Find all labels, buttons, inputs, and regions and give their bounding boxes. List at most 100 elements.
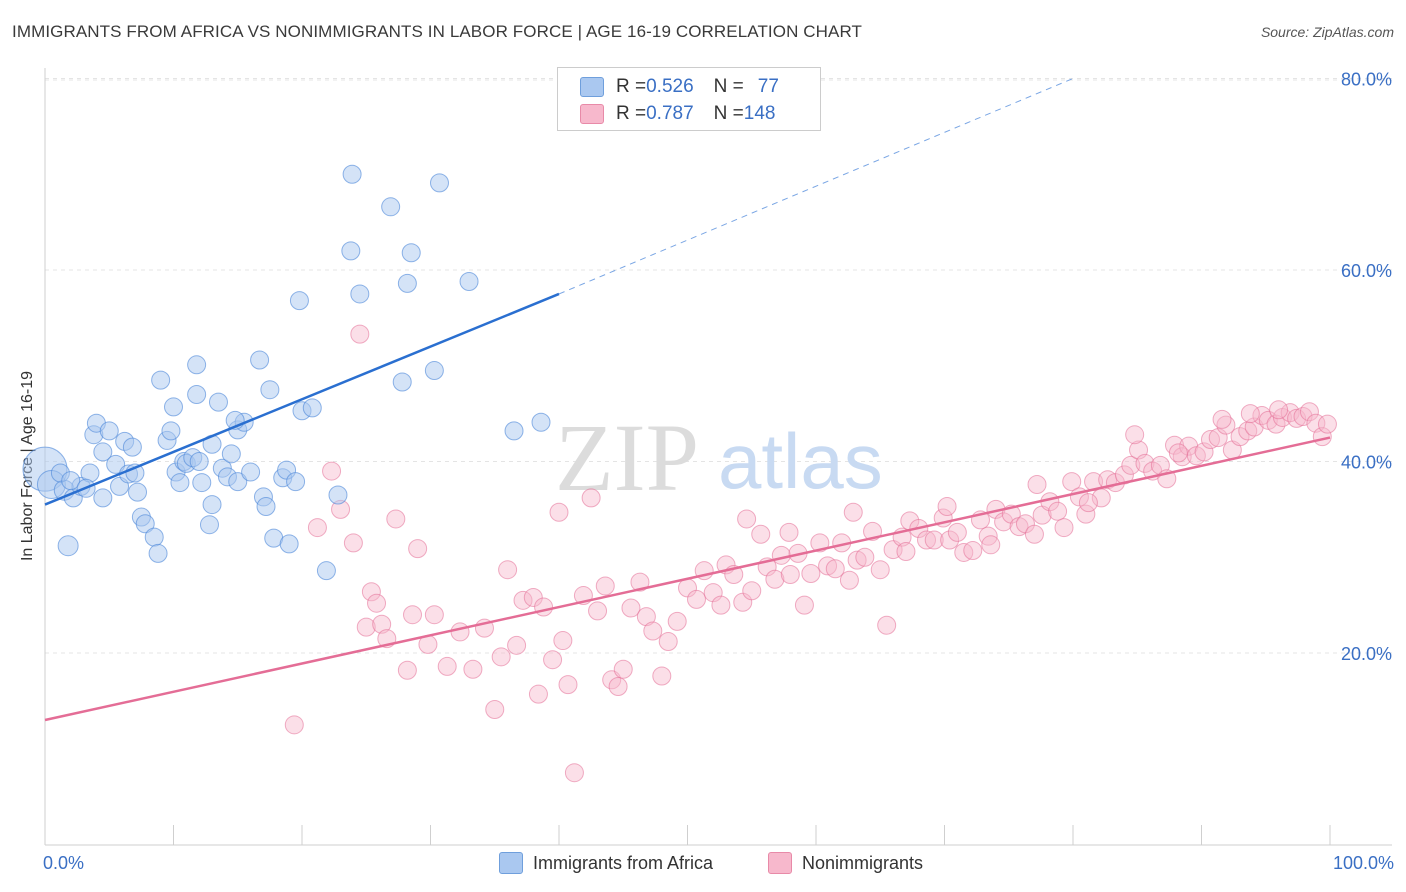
nonimmigrant-point: [779, 522, 799, 542]
nonimmigrant-point: [751, 524, 771, 544]
immigrant-point: [128, 482, 148, 502]
nonimmigrant-point: [350, 324, 370, 344]
nonimmigrant-point: [994, 512, 1014, 532]
legend-swatch-nonimmigrants: [768, 852, 792, 874]
immigrant-point: [341, 241, 361, 261]
immigrant-point: [256, 497, 276, 517]
nonimmigrant-point: [636, 607, 656, 627]
immigrant-point: [187, 384, 207, 404]
nonimmigrant-point: [981, 535, 1001, 555]
nonimmigrant-point: [549, 502, 569, 522]
immigrant-point: [57, 535, 79, 557]
stats-n-label: N =: [713, 76, 744, 97]
immigrant-point: [144, 527, 164, 547]
trend-lines: [44, 78, 1331, 722]
nonimmigrant-point: [843, 502, 863, 522]
x-tick-label-min: 0.0%: [43, 853, 85, 873]
nonimmigrant-point: [1240, 404, 1260, 424]
nonimmigrant-point: [686, 589, 706, 609]
nonimmigrant-point: [1027, 474, 1047, 494]
stats-r-label: R =: [616, 76, 647, 97]
nonimmigrant-point: [372, 614, 392, 634]
y-tick-label: 60.0%: [1341, 261, 1392, 281]
nonimmigrant-point: [652, 666, 672, 686]
immigrant-point: [202, 495, 222, 515]
nonimmigrant-point: [343, 533, 363, 553]
nonimmigrant-point: [1048, 501, 1068, 521]
y-tick-label: 20.0%: [1341, 644, 1392, 664]
chart-title: IMMIGRANTS FROM AFRICA VS NONIMMIGRANTS …: [12, 22, 863, 41]
stats-swatch-nonimmigrants: [580, 104, 604, 124]
nonimmigrant-point: [855, 547, 875, 567]
nonimmigrant-point: [742, 581, 762, 601]
nonimmigrant-point: [361, 582, 381, 602]
immigrant-point: [429, 173, 449, 193]
nonimmigrant-point: [711, 595, 731, 615]
nonimmigrant-point: [1062, 472, 1082, 492]
nonimmigrant-point: [1125, 425, 1145, 445]
nonimmigrant-point: [543, 650, 563, 670]
nonimmigrant-point: [553, 631, 573, 651]
legend-item-immigrants[interactable]: Immigrants from Africa: [499, 852, 713, 874]
nonimmigrant-point: [917, 530, 937, 550]
nonimmigrant-point: [507, 635, 527, 655]
stats-n-label: N =: [713, 103, 744, 124]
immigrant-point: [392, 372, 412, 392]
nonimmigrant-point: [780, 564, 800, 584]
immigrant-point: [135, 514, 155, 534]
nonimmigrant-point: [839, 570, 859, 590]
nonimmigrant-point: [1054, 518, 1074, 538]
nonimmigrants-points: [284, 324, 1337, 783]
nonimmigrant-point: [794, 595, 814, 615]
nonimmigrant-point: [581, 488, 601, 508]
nonimmigrants-trend-line: [44, 436, 1331, 722]
stats-r-label: R =: [616, 103, 647, 124]
nonimmigrant-point: [284, 715, 304, 735]
legend-item-nonimmigrants[interactable]: Nonimmigrants: [768, 852, 923, 874]
nonimmigrant-point: [896, 542, 916, 562]
legend-swatch-immigrants: [499, 852, 523, 874]
immigrant-point: [286, 472, 306, 492]
nonimmigrant-point: [1317, 414, 1337, 434]
immigrant-point: [199, 515, 219, 535]
nonimmigrant-point: [1216, 415, 1236, 435]
y-tick-label: 40.0%: [1341, 453, 1392, 473]
immigrant-point: [302, 398, 322, 418]
series-legend: Immigrants from Africa Nonimmigrants: [0, 852, 1406, 878]
nonimmigrant-point: [847, 550, 867, 570]
nonimmigrant-point: [1172, 447, 1192, 467]
nonimmigrant-point: [437, 656, 457, 676]
nonimmigrant-point: [498, 560, 518, 580]
nonimmigrant-point: [737, 509, 757, 529]
immigrants-points: [22, 164, 551, 581]
x-tick-label-max: 100.0%: [1332, 853, 1394, 873]
nonimmigrant-point: [630, 572, 650, 592]
immigrant-point: [342, 164, 362, 184]
immigrant-point: [381, 197, 401, 217]
nonimmigrant-point: [877, 615, 897, 635]
immigrant-point: [397, 273, 417, 293]
immigrant-point: [192, 473, 212, 493]
immigrant-point: [208, 392, 228, 412]
stats-n-value: 148: [743, 103, 776, 124]
stats-legend: R = 0.526 N = 77 R = 0.787 N = 148: [557, 67, 821, 131]
nonimmigrant-point: [870, 560, 890, 580]
nonimmigrant-point: [765, 569, 785, 589]
nonimmigrant-point: [818, 556, 838, 576]
immigrant-point: [170, 473, 190, 493]
stats-row-nonimmigrants: R = 0.787 N = 148: [580, 102, 775, 126]
nonimmigrant-point: [367, 593, 387, 613]
stats-n-value: 77: [757, 76, 779, 97]
nonimmigrant-point: [1078, 493, 1098, 513]
nonimmigrant-point: [825, 559, 845, 579]
nonimmigrant-point: [386, 509, 406, 529]
nonimmigrant-point: [1269, 400, 1289, 420]
immigrant-point: [289, 291, 309, 311]
immigrant-point: [424, 361, 444, 381]
nonimmigrant-point: [528, 684, 548, 704]
nonimmigrant-point: [1024, 524, 1044, 544]
nonimmigrant-point: [947, 522, 967, 542]
nonimmigrant-point: [307, 518, 327, 538]
legend-label-nonimmigrants: Nonimmigrants: [802, 852, 924, 873]
nonimmigrant-point: [523, 587, 543, 607]
